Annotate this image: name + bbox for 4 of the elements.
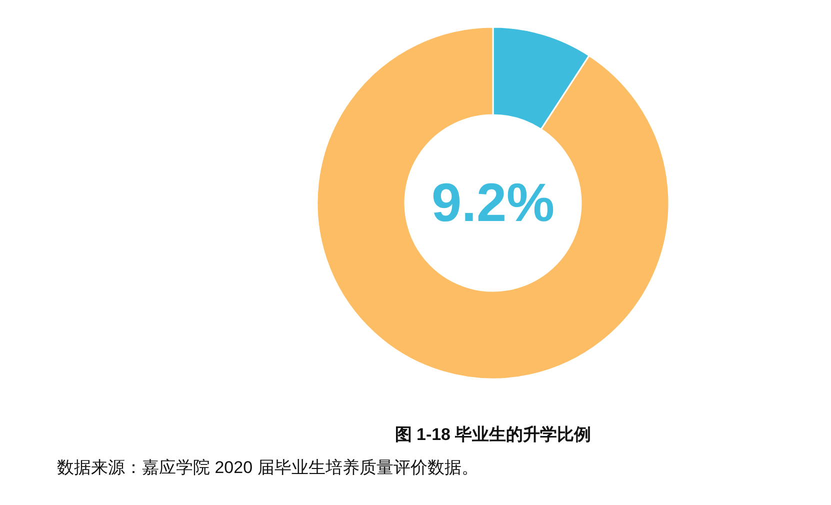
text: 图 1-18 毕业生的升学比例 bbox=[394, 425, 592, 444]
donut-slice bbox=[316, 26, 670, 380]
source-note: 数据来源：嘉应学院 2020 届毕业生培养质量评价数据。 bbox=[57, 458, 478, 477]
text: 9.2% bbox=[431, 173, 555, 233]
